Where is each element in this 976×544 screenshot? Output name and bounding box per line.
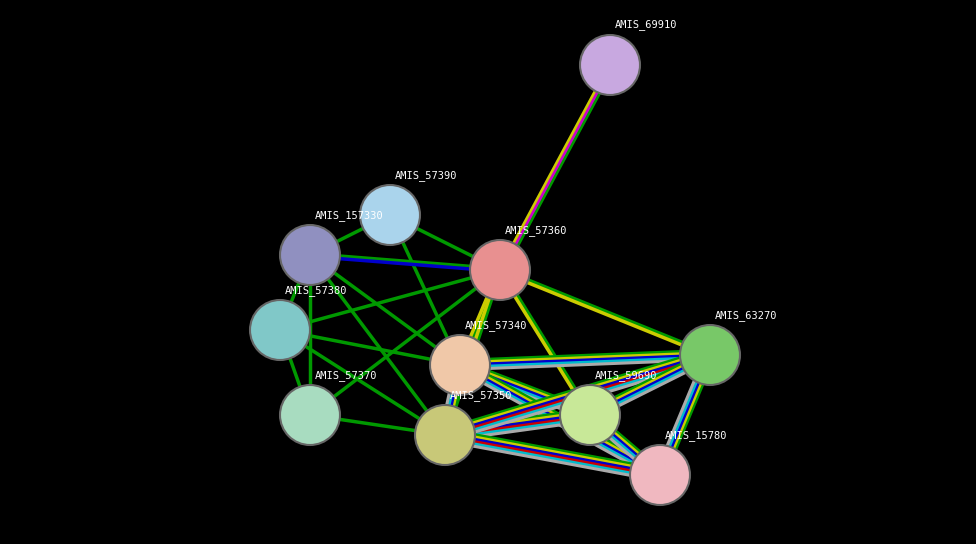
Text: AMIS_15780: AMIS_15780 xyxy=(665,430,727,441)
Circle shape xyxy=(630,445,690,505)
Text: AMIS_69910: AMIS_69910 xyxy=(615,19,677,30)
Circle shape xyxy=(580,35,640,95)
Text: AMIS_57390: AMIS_57390 xyxy=(395,170,458,181)
Text: AMIS_57350: AMIS_57350 xyxy=(450,390,512,401)
Text: AMIS_57340: AMIS_57340 xyxy=(465,320,527,331)
Circle shape xyxy=(415,405,475,465)
Text: AMIS_57370: AMIS_57370 xyxy=(315,370,378,381)
Circle shape xyxy=(430,335,490,395)
Circle shape xyxy=(250,300,310,360)
Circle shape xyxy=(560,385,620,445)
Text: AMIS_157330: AMIS_157330 xyxy=(315,210,384,221)
Circle shape xyxy=(360,185,420,245)
Circle shape xyxy=(680,325,740,385)
Circle shape xyxy=(280,225,340,285)
Text: AMIS_57360: AMIS_57360 xyxy=(505,225,567,236)
Text: AMIS_63270: AMIS_63270 xyxy=(715,310,778,321)
Circle shape xyxy=(470,240,530,300)
Text: AMIS_59690: AMIS_59690 xyxy=(595,370,658,381)
Text: AMIS_57380: AMIS_57380 xyxy=(285,285,347,296)
Circle shape xyxy=(280,385,340,445)
